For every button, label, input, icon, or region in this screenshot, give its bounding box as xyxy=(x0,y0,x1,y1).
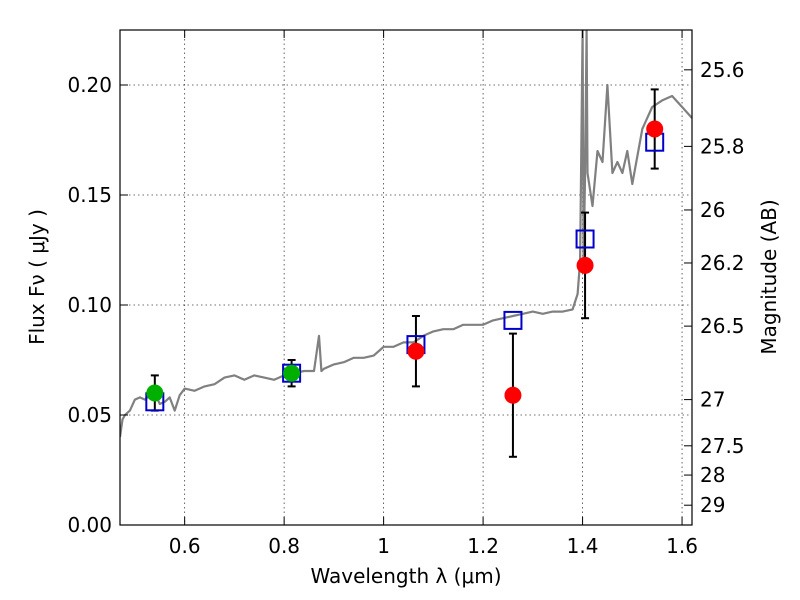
green-data-point xyxy=(283,364,301,382)
y-tick-label: 0.00 xyxy=(67,513,112,537)
right-tick-label: 26 xyxy=(700,198,725,222)
y-tick-label: 0.15 xyxy=(67,183,112,207)
plot-area xyxy=(120,30,692,458)
x-tick-label: 1.2 xyxy=(467,534,499,558)
model-band-square xyxy=(503,310,523,330)
right-tick-label: 26.5 xyxy=(700,314,745,338)
red-data-point xyxy=(407,342,425,360)
sed-model-line xyxy=(120,30,692,438)
x-axis-label: Wavelength λ (μm) xyxy=(310,564,501,588)
right-tick-label: 25.6 xyxy=(700,58,745,82)
x-tick-label: 0.6 xyxy=(169,534,201,558)
right-tick-label: 26.2 xyxy=(700,251,745,275)
plot-frame xyxy=(119,29,693,526)
y-axis-label: Flux Fν ( μJy ) xyxy=(25,209,49,345)
y-tick-label: 0.10 xyxy=(67,293,112,317)
right-tick-label: 27.5 xyxy=(700,434,745,458)
right-tick-label: 28 xyxy=(700,463,725,487)
red-data-point xyxy=(504,386,522,404)
right-tick-label: 27 xyxy=(700,388,725,412)
x-tick-label: 1 xyxy=(377,534,390,558)
right-axis-label: Magnitude (AB) xyxy=(757,199,781,354)
green-data-point xyxy=(146,384,164,402)
x-tick-label: 0.8 xyxy=(268,534,300,558)
red-data-point xyxy=(646,120,664,138)
y-tick-label: 0.20 xyxy=(67,73,112,97)
right-tick-label: 25.8 xyxy=(700,134,745,158)
x-tick-label: 1.4 xyxy=(567,534,599,558)
right-tick-label: 29 xyxy=(700,493,725,517)
x-tick-label: 1.6 xyxy=(666,534,698,558)
y-tick-label: 0.05 xyxy=(67,403,112,427)
model-band-square xyxy=(575,229,595,249)
red-data-point xyxy=(576,256,594,274)
